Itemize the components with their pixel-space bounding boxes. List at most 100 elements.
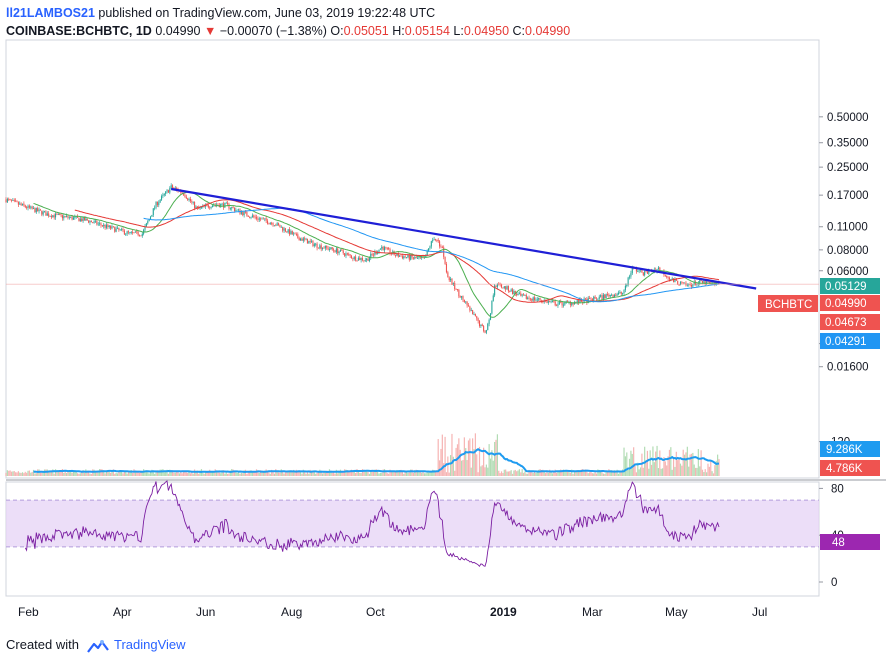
volume-bar	[287, 470, 289, 476]
candle-body	[144, 226, 146, 230]
volume-bar	[637, 462, 639, 476]
volume-bar	[423, 473, 426, 476]
symbol-label: COINBASE:BCHBTC, 1D	[6, 24, 152, 38]
candle-body	[551, 301, 553, 302]
candle-body	[513, 291, 515, 294]
volume-bar	[445, 472, 448, 476]
volume-bar	[6, 470, 8, 476]
candle-body	[83, 217, 86, 221]
candle-body	[224, 202, 226, 208]
candle-body	[613, 294, 615, 297]
volume-bar	[518, 469, 521, 476]
publisher-name[interactable]: ll21LAMBOS21	[6, 6, 95, 20]
candle-body	[90, 221, 92, 223]
volume-bar	[39, 472, 42, 476]
volume-bar	[189, 473, 192, 476]
candle-body	[495, 285, 497, 287]
volume-bar	[222, 470, 225, 476]
volume-bar	[97, 470, 99, 476]
candle-body	[316, 243, 318, 248]
candle-body	[277, 223, 280, 225]
volume-bar	[712, 473, 715, 476]
candle-body	[211, 205, 214, 208]
candle-body	[158, 202, 160, 206]
candle-body	[160, 196, 163, 200]
candle-body	[628, 276, 631, 278]
volume-bar	[617, 473, 620, 476]
volume-bar	[238, 471, 240, 476]
candle-body	[74, 216, 76, 218]
volume-bar	[538, 469, 540, 476]
volume-bar	[242, 473, 244, 476]
candle-body	[390, 253, 392, 255]
volume-bar	[301, 473, 303, 476]
candle-body	[323, 247, 325, 249]
volume-bar	[294, 472, 296, 476]
candle-body	[561, 301, 563, 306]
candle-body	[686, 284, 688, 286]
volume-bar	[87, 470, 90, 476]
price-label-box	[820, 278, 880, 294]
candle-body	[620, 291, 622, 294]
candle-body	[370, 253, 372, 259]
volume-bar	[555, 472, 558, 476]
candle-body	[309, 241, 311, 242]
volume-bar	[185, 472, 187, 476]
volume-bar	[576, 470, 578, 476]
candle-body	[550, 301, 552, 303]
candle-body	[92, 222, 94, 224]
tradingview-brand[interactable]: TradingView	[114, 637, 186, 652]
ma-fast-line	[33, 191, 720, 318]
candle-body	[419, 257, 421, 259]
candle-body	[642, 272, 644, 276]
volume-bar	[257, 470, 259, 476]
volume-bar	[461, 460, 463, 476]
volume-bar	[356, 469, 358, 476]
volume-bar	[337, 473, 339, 476]
volume-bar	[167, 473, 170, 476]
volume-bar	[145, 470, 147, 476]
candle-body	[462, 296, 464, 300]
candle-body	[71, 216, 73, 220]
volume-bar	[403, 473, 405, 476]
volume-bar	[187, 472, 189, 476]
candle-body	[17, 202, 19, 205]
candle-body	[184, 194, 186, 197]
volume-bar	[202, 472, 204, 476]
candle-body	[496, 283, 498, 287]
volume-bar	[132, 472, 134, 476]
volume-bar	[196, 470, 198, 476]
volume-bar	[8, 470, 10, 476]
volume-bar	[405, 471, 408, 476]
candle-body	[485, 329, 487, 333]
candle-body	[635, 268, 637, 272]
candle-body	[64, 216, 66, 217]
candle-body	[554, 301, 556, 306]
candle-body	[253, 215, 255, 217]
candle-body	[42, 211, 44, 215]
candles	[5, 183, 720, 335]
candle-body	[291, 231, 293, 235]
close-label: C:	[512, 24, 526, 38]
volume-bar	[601, 472, 603, 476]
candle-body	[331, 247, 333, 250]
volume-bar	[67, 471, 69, 476]
volume-bar	[246, 473, 248, 476]
volume-bar	[404, 470, 406, 476]
candle-body	[623, 289, 625, 294]
candle-body	[422, 257, 424, 259]
volume-bar	[426, 470, 428, 476]
volume-bar	[472, 438, 474, 476]
volume-bar	[443, 463, 445, 476]
volume-bar	[660, 468, 662, 476]
candle-body	[290, 231, 292, 235]
candle-body	[524, 295, 526, 296]
volume-bar	[657, 468, 660, 476]
candle-body	[141, 233, 143, 236]
volume-bar	[76, 473, 79, 476]
volume-bar	[41, 472, 43, 476]
price-pane-border	[5, 39, 820, 479]
volume-bar	[107, 471, 109, 476]
volume-bar	[553, 472, 555, 476]
